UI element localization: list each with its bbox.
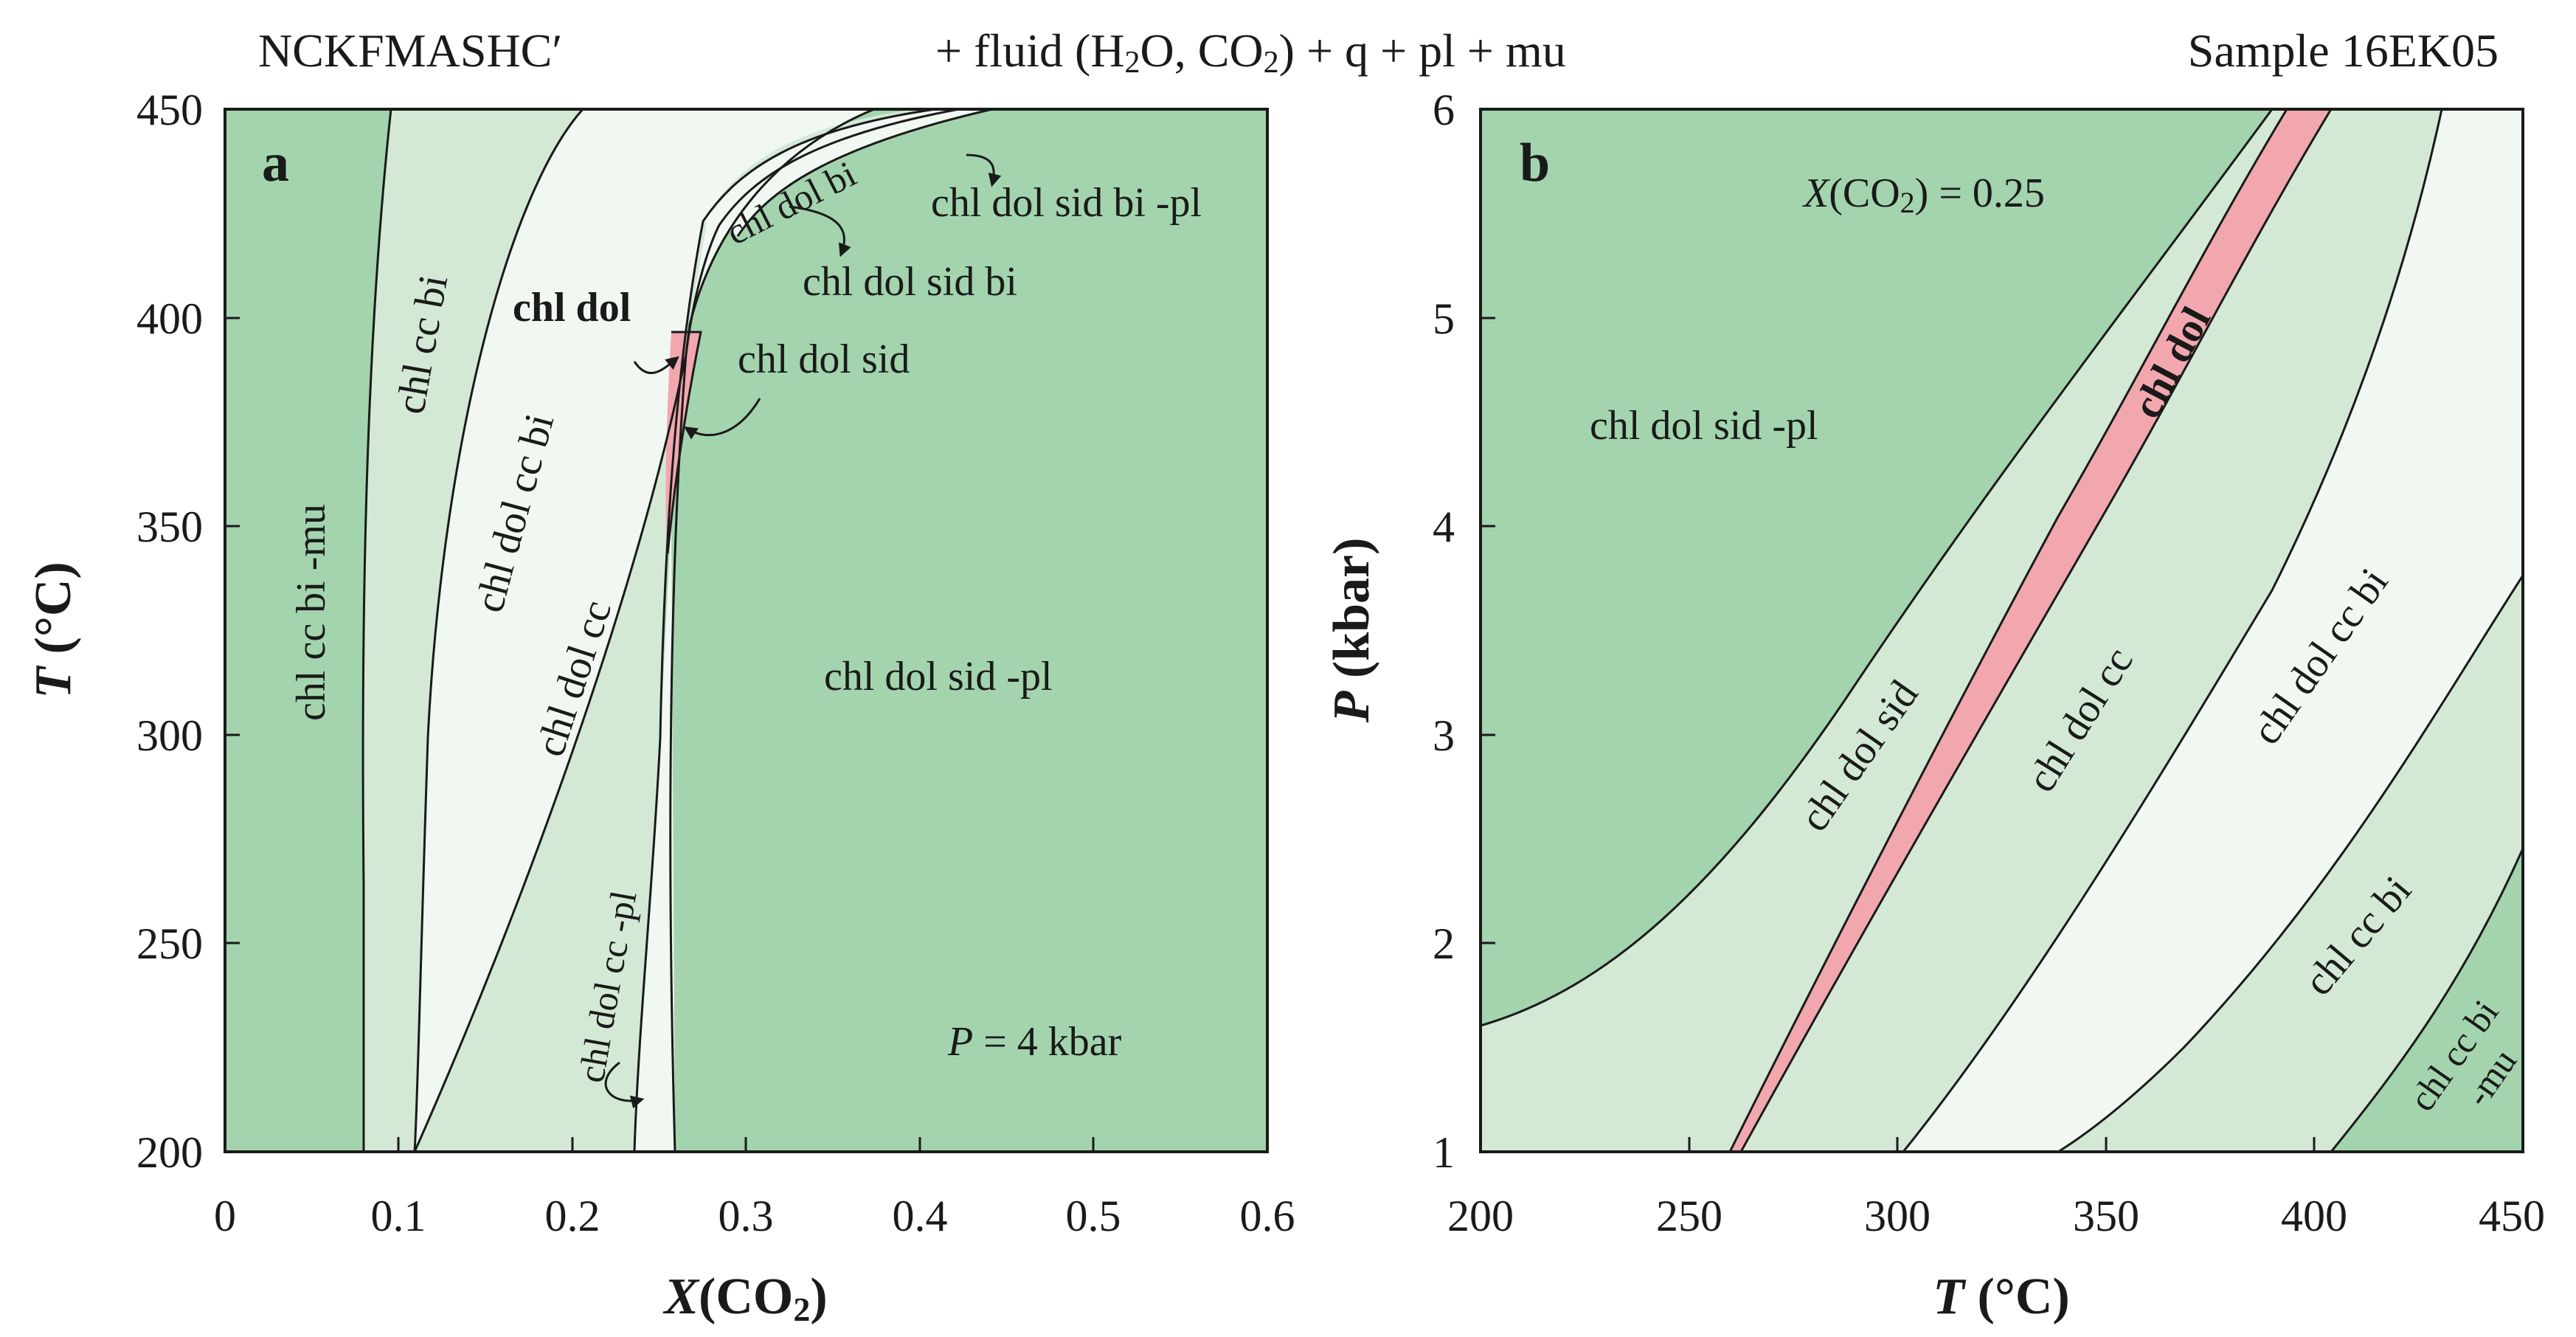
panel-a: 0 0.1 0.2 0.3 0.4 0.5 0.6 200 250 300 35…: [25, 86, 1295, 1328]
panel-b: 200 250 300 350 400 450 1 2 3 4 5 6 T (°…: [1323, 86, 2545, 1325]
a-ytick-5: 450: [136, 86, 203, 134]
b-xtick-4: 400: [2281, 1192, 2347, 1240]
b-ytick-0: 1: [1433, 1128, 1455, 1177]
field-b-chl-cc-bi-mu: [2331, 849, 2523, 1152]
a-xtick-1: 0.1: [371, 1192, 426, 1240]
field-a-chl-dol-cc-bi: [415, 109, 874, 1152]
b-xtick-0: 200: [1447, 1192, 1514, 1240]
b-y-axis-title: P (kbar): [1323, 538, 1380, 724]
a-label-chl-dol-sid-pl: chl dol sid -pl: [824, 654, 1053, 699]
panel-b-letter: b: [1520, 133, 1550, 193]
a-ytick-4: 400: [136, 294, 203, 343]
a-xtick-2: 0.2: [545, 1192, 600, 1240]
panel-b-y-ticks: [1481, 317, 1495, 944]
panel-b-boundaries: [1481, 109, 2523, 1152]
b-x-axis-title: T (°C): [1933, 1268, 2069, 1325]
b-ytick-4: 5: [1433, 294, 1455, 343]
b-condition: X(CO2) = 0.25: [1802, 170, 2045, 219]
a-condition: P = 4 kbar: [947, 1019, 1122, 1065]
panel-b-x-ticks: [1688, 1137, 2316, 1152]
field-a-chl-cc-bi: [363, 109, 583, 1152]
field-b-chl-dol-sid-pl: [1481, 109, 2272, 1026]
b-xtick-1: 250: [1656, 1192, 1722, 1240]
assemblage-header: + fluid (H2O, CO2) + q + pl + mu: [935, 24, 1566, 80]
b-ytick-3: 4: [1433, 502, 1455, 551]
a-label-chl-dol: chl dol: [513, 285, 631, 331]
panel-a-letter: a: [262, 133, 289, 193]
a-label-chl-dol-sid-bi: chl dol sid bi: [803, 259, 1017, 305]
system-label: NCKFMASHC′: [258, 24, 562, 77]
a-label-chl-dol-sid: chl dol sid: [738, 336, 910, 382]
a-ytick-3: 350: [136, 502, 203, 551]
b-label-chl-dol-sid-pl: chl dol sid -pl: [1590, 403, 1818, 449]
b-xtick-5: 450: [2479, 1192, 2545, 1240]
a-x-axis-title: X(CO2): [662, 1268, 827, 1328]
a-ytick-1: 250: [136, 919, 203, 968]
field-a-chl-dol-cc: [415, 109, 935, 1152]
b-xtick-3: 350: [2073, 1192, 2139, 1240]
a-label-chl-dol-sid-bi-pl: chl dol sid bi -pl: [931, 180, 1202, 226]
a-xtick-5: 0.5: [1066, 1192, 1121, 1240]
a-xtick-4: 0.4: [893, 1192, 948, 1240]
a-label-chl-cc-bi-mu: chl cc bi -mu: [288, 504, 334, 721]
panel-a-boundaries: [361, 109, 993, 1152]
a-xtick-6: 0.6: [1240, 1192, 1295, 1240]
b-ytick-1: 2: [1433, 919, 1455, 968]
field-a-chl-dol-pink: [665, 332, 701, 553]
a-ytick-0: 200: [136, 1128, 203, 1177]
a-ytick-2: 300: [136, 711, 203, 760]
b-xtick-2: 300: [1864, 1192, 1931, 1240]
b-ytick-5: 6: [1433, 86, 1455, 134]
sample-label: Sample 16EK05: [2188, 24, 2499, 77]
a-xtick-3: 0.3: [719, 1192, 774, 1240]
a-y-axis-title: T (°C): [25, 562, 82, 698]
b-ytick-2: 3: [1433, 711, 1455, 760]
panel-a-x-ticks: [224, 1137, 1095, 1152]
a-xtick-0: 0: [214, 1192, 236, 1240]
field-b-chl-dol-pink: [1730, 109, 2331, 1152]
panel-a-leader-arrows: [604, 153, 1002, 1109]
panel-b-frame: [1479, 108, 2524, 1153]
panel-a-y-ticks: [225, 317, 240, 944]
